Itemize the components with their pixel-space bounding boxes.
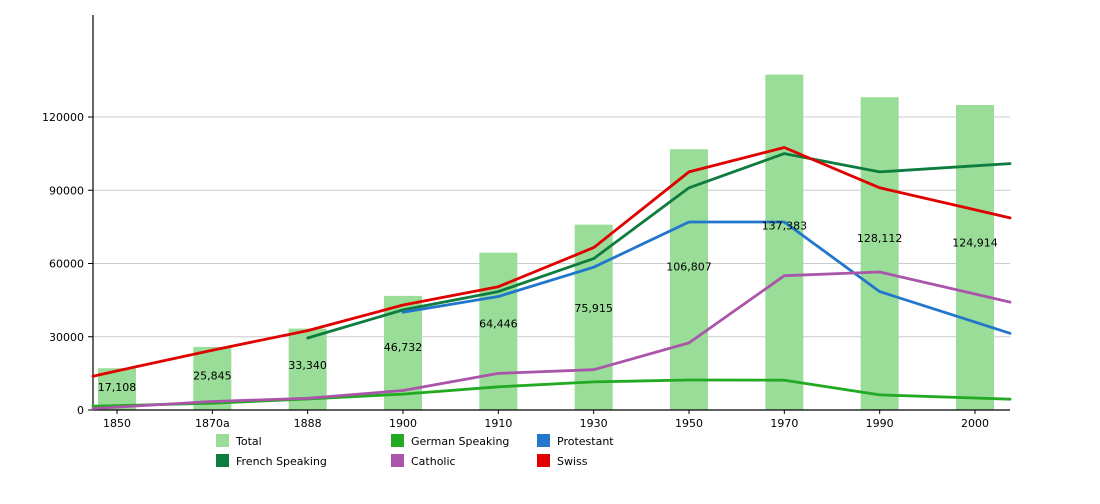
bar-value-label: 75,915 xyxy=(574,302,613,315)
x-tick-label: 1910 xyxy=(484,417,512,430)
legend-label-protestant: Protestant xyxy=(557,435,614,448)
bar-1930 xyxy=(574,224,613,410)
x-tick-label: 1950 xyxy=(675,417,703,430)
y-tick-label: 60000 xyxy=(49,258,84,271)
bar-value-label: 106,807 xyxy=(666,261,712,274)
legend-swatch-catholic xyxy=(391,454,404,467)
bar-value-label: 124,914 xyxy=(952,236,998,249)
legend-label-catholic: Catholic xyxy=(411,455,456,468)
legend-swatch-french-speaking xyxy=(216,454,229,467)
bar-1910 xyxy=(479,252,518,410)
bar-value-label: 46,732 xyxy=(384,341,423,354)
legend-swatch-protestant xyxy=(537,434,550,447)
legend-swatch-total xyxy=(216,434,229,447)
x-tick-label: 1970 xyxy=(770,417,798,430)
bar-value-label: 128,112 xyxy=(857,232,903,245)
legend-label-total: Total xyxy=(235,435,262,448)
bar-value-label: 64,446 xyxy=(479,317,518,330)
bar-1990 xyxy=(860,97,899,410)
bar-value-label: 25,845 xyxy=(193,369,232,382)
x-tick-label: 1850 xyxy=(103,417,131,430)
x-tick-label: 1888 xyxy=(294,417,322,430)
y-tick-label: 90000 xyxy=(49,184,84,197)
bar-value-label: 17,108 xyxy=(98,381,137,394)
bar-1950 xyxy=(670,149,708,411)
legend-label-swiss: Swiss xyxy=(557,455,588,468)
bar-1870a xyxy=(193,346,232,410)
legend-swatch-swiss xyxy=(537,454,550,467)
line-protestant xyxy=(401,220,1012,335)
x-tick-label: 1990 xyxy=(866,417,894,430)
line-catholic xyxy=(91,270,1012,410)
bar-1850 xyxy=(98,368,136,410)
y-tick-label: 0 xyxy=(77,404,84,417)
x-tick-label: 1930 xyxy=(580,417,608,430)
bar-1970 xyxy=(765,74,804,410)
legend-label-german-speaking: German Speaking xyxy=(411,435,509,448)
y-tick-label: 120000 xyxy=(42,111,84,124)
x-tick-label: 2000 xyxy=(961,417,989,430)
legend-swatch-german-speaking xyxy=(391,434,404,447)
x-tick-label: 1870a xyxy=(195,417,230,430)
bar-value-label: 137,383 xyxy=(762,220,808,233)
x-tick-label: 1900 xyxy=(389,417,417,430)
line-swiss xyxy=(91,146,1012,378)
bar-value-label: 33,340 xyxy=(288,359,327,372)
legend-label-french-speaking: French Speaking xyxy=(236,455,327,468)
bar-2000 xyxy=(956,105,994,410)
line-french-speaking xyxy=(306,152,1012,340)
y-tick-label: 30000 xyxy=(49,331,84,344)
